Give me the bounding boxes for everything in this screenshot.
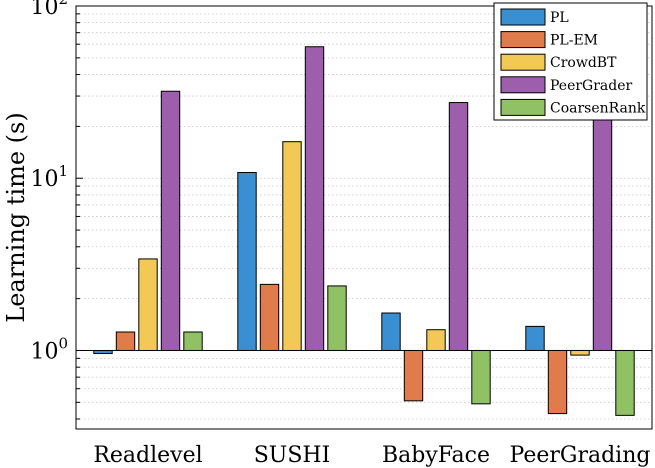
bar-pl-em-sushi [259, 283, 280, 351]
y-axis-label: Learning time (s) [2, 112, 30, 322]
legend-label: PL [550, 10, 569, 26]
legend-label: PL-EM [550, 33, 598, 49]
legend-swatch [500, 98, 546, 116]
plot-frame [75, 5, 653, 430]
x-tick-label: BabyFace [382, 443, 490, 468]
legend-label: CrowdBT [550, 55, 617, 71]
bar-coarsenrank-peergrading [615, 349, 635, 416]
bar-coarsenrank-babyface [471, 349, 491, 405]
bar-pl-peergrading [525, 325, 545, 351]
bar-pl-em-peergrading [547, 349, 568, 415]
bar-peergrader-readlevel [160, 90, 181, 351]
bar-peergrader-sushi [304, 46, 325, 351]
bar-crowdbt-sushi [282, 141, 302, 351]
legend-swatch [500, 8, 546, 26]
bar-pl-sushi [237, 171, 257, 351]
bar-peergrader-peergrading [592, 112, 613, 351]
y-tick-label: 101 [30, 162, 68, 192]
legend: PL PL-EM CrowdBT PeerGrader CoarsenRank [493, 2, 648, 121]
x-tick-label: Readlevel [93, 443, 202, 468]
bar-coarsenrank-sushi [327, 285, 347, 351]
bar-peergrader-babyface [448, 102, 469, 351]
x-tick-label: PeerGrading [510, 443, 651, 468]
legend-swatch [500, 76, 546, 94]
bar-crowdbt-babyface [426, 329, 446, 351]
y-tick-label: 100 [30, 334, 68, 364]
legend-swatch [500, 31, 546, 49]
legend-swatch [500, 53, 546, 71]
bar-pl-babyface [381, 312, 401, 351]
bar-pl-em-readlevel [115, 331, 136, 351]
legend-label: CoarsenRank [550, 100, 646, 116]
bar-crowdbt-peergrading [570, 349, 590, 356]
legend-label: PeerGrader [550, 78, 633, 94]
x-tick-label: SUSHI [254, 443, 331, 468]
bar-crowdbt-readlevel [138, 258, 158, 351]
x-tick-labels: Readlevel SUSHI BabyFace PeerGrading [93, 443, 650, 468]
y-tick-label: 102 [30, 0, 68, 20]
bar-coarsenrank-readlevel [183, 331, 203, 351]
bar-layer [93, 46, 635, 416]
bar-pl-em-babyface [403, 349, 424, 402]
y-ticks: 100 101 102 [30, 0, 83, 420]
